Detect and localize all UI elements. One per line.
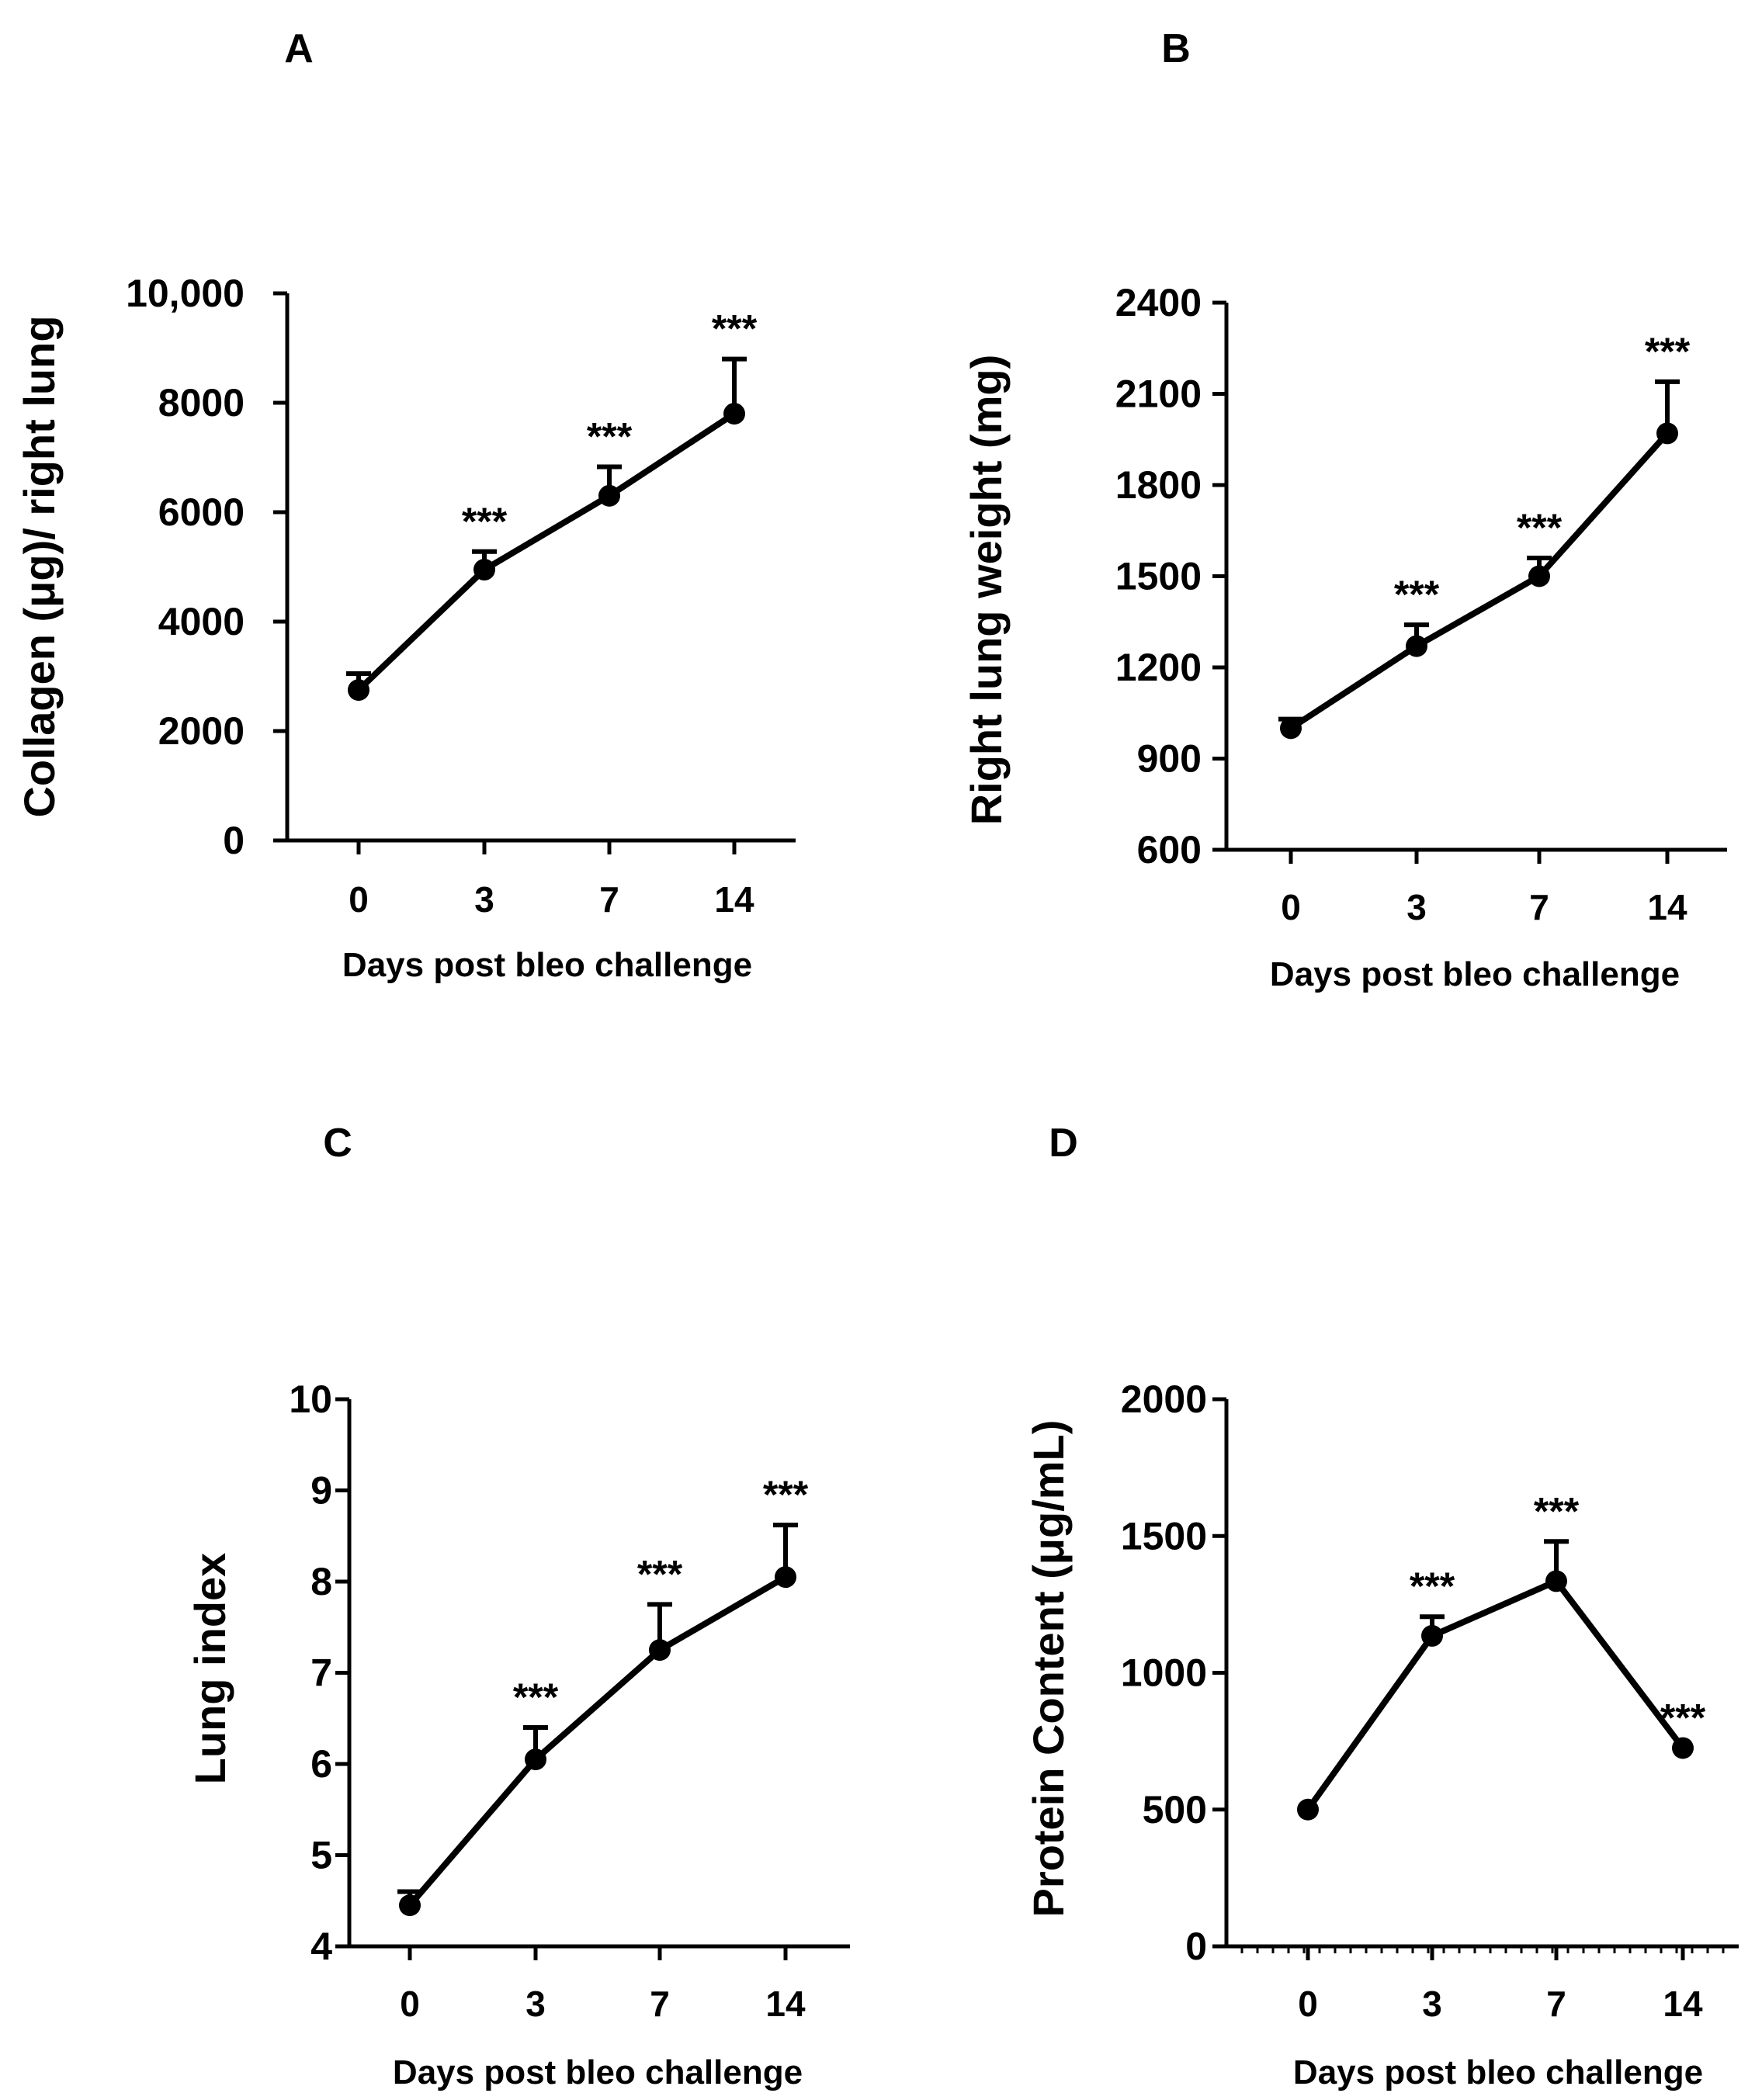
y-axis-label: Right lung weight (mg): [962, 355, 1011, 826]
series-line: [1305, 1578, 1686, 1812]
y-tick-label: 9: [310, 1469, 332, 1513]
data-point: [1280, 717, 1302, 740]
significance-label: ***: [1534, 1489, 1580, 1533]
y-tick-label: 0: [1185, 1925, 1207, 1968]
y-tick-label: 2000: [158, 709, 245, 753]
data-point: [1406, 635, 1427, 657]
series-line: [407, 1574, 788, 1908]
significance-label: ***: [1660, 1696, 1706, 1739]
significance-label: ***: [513, 1675, 559, 1719]
significance-label: ***: [712, 307, 758, 351]
y-tick-label: 1500: [1115, 555, 1202, 598]
y-tick-label: 500: [1143, 1788, 1207, 1831]
y-tick-label: 7: [310, 1651, 332, 1695]
y-tick-label: 2100: [1115, 373, 1202, 416]
y-tick-label: 10,000: [126, 272, 245, 315]
panel-letter: A: [284, 26, 314, 71]
y-tick-label: 5: [310, 1834, 332, 1877]
x-tick-label: 0: [1281, 887, 1301, 927]
significance-label: ***: [637, 1552, 683, 1596]
x-tick-label: 3: [474, 879, 494, 920]
y-tick-label: 8: [310, 1560, 332, 1603]
x-axis-label: Days post bleo challenge: [342, 946, 752, 984]
panel-letter: B: [1161, 26, 1191, 71]
y-tick-label: 10: [289, 1377, 332, 1421]
data-point: [348, 679, 369, 702]
panel-letter: C: [323, 1121, 352, 1166]
y-axis-label: Protein Content (μg/mL): [1024, 1420, 1073, 1918]
y-tick-label: 2400: [1115, 281, 1202, 324]
data-point: [473, 559, 495, 581]
y-tick-label: 4: [310, 1925, 332, 1968]
data-point: [399, 1894, 421, 1917]
x-tick-label: 3: [1422, 1984, 1442, 2024]
x-tick-label: 3: [525, 1984, 546, 2024]
series-line: [356, 411, 737, 693]
x-axis-label: Days post bleo challenge: [393, 2053, 803, 2091]
x-tick-label: 7: [1546, 1984, 1566, 2024]
x-tick-label: 7: [1529, 887, 1549, 927]
y-axis-label: Lung index: [186, 1553, 234, 1785]
x-axis-label: Days post bleo challenge: [1293, 2053, 1703, 2091]
data-point: [1528, 565, 1550, 587]
data-point: [1545, 1570, 1567, 1592]
significance-label: ***: [1645, 330, 1691, 373]
data-point: [775, 1566, 796, 1589]
data-point: [1421, 1624, 1443, 1647]
data-point: [649, 1639, 671, 1662]
y-tick-label: 1000: [1121, 1651, 1207, 1695]
y-tick-label: 1500: [1121, 1514, 1207, 1558]
series-line: [1289, 431, 1670, 731]
x-tick-label: 7: [599, 879, 619, 920]
x-tick-label: 0: [1298, 1984, 1318, 2024]
y-axis-label: Collagen (μg)/ right lung: [15, 315, 64, 817]
y-tick-label: 0: [223, 819, 245, 862]
data-point: [1297, 1798, 1319, 1821]
chart-panel-d: D 0 500 1000 1500 2000 0 3 7 14 Protein Content (μ…: [1024, 1121, 1739, 2091]
data-point: [1656, 422, 1678, 445]
y-tick-label: 2000: [1121, 1377, 1207, 1421]
y-tick-label: 1800: [1115, 463, 1202, 507]
chart-panel-b: B 600 900 1200 1500 1800 2100 2400 0 3 7 14 Right lu…: [962, 26, 1727, 993]
y-tick-label: 6: [310, 1742, 332, 1786]
y-tick-label: 4000: [158, 600, 245, 643]
significance-label: ***: [1410, 1565, 1455, 1608]
data-point: [598, 484, 620, 507]
chart-panel-c: C 4 5 6 7 8 9 10 0 3 7 14 Lung index Days post bleo c…: [186, 1121, 850, 2091]
x-tick-label: 14: [1663, 1984, 1703, 2024]
significance-label: ***: [587, 414, 633, 458]
y-tick-label: 600: [1137, 828, 1202, 872]
data-point: [1672, 1737, 1694, 1759]
x-axis-label: Days post bleo challenge: [1270, 955, 1680, 993]
y-tick-label: 1200: [1115, 646, 1202, 689]
x-tick-label: 14: [1647, 887, 1687, 927]
significance-label: ***: [1394, 573, 1440, 616]
x-tick-label: 3: [1406, 887, 1427, 927]
x-tick-label: 0: [349, 879, 369, 920]
chart-panel-a: A 0 2000 4000 6000 8000 10,000 0 3 7 14 Collagen (μ…: [15, 26, 796, 984]
significance-label: ***: [462, 500, 508, 543]
x-tick-label: 14: [765, 1984, 806, 2024]
x-tick-label: 7: [650, 1984, 670, 2024]
y-tick-label: 8000: [158, 381, 245, 425]
y-tick-label: 6000: [158, 490, 245, 534]
y-tick-label: 900: [1137, 737, 1202, 781]
data-point: [723, 403, 745, 425]
significance-label: ***: [763, 1473, 809, 1516]
x-tick-label: 14: [714, 879, 754, 920]
panel-letter: D: [1049, 1121, 1078, 1166]
data-point: [525, 1748, 546, 1771]
x-tick-label: 0: [400, 1984, 420, 2024]
significance-label: ***: [1517, 506, 1563, 549]
